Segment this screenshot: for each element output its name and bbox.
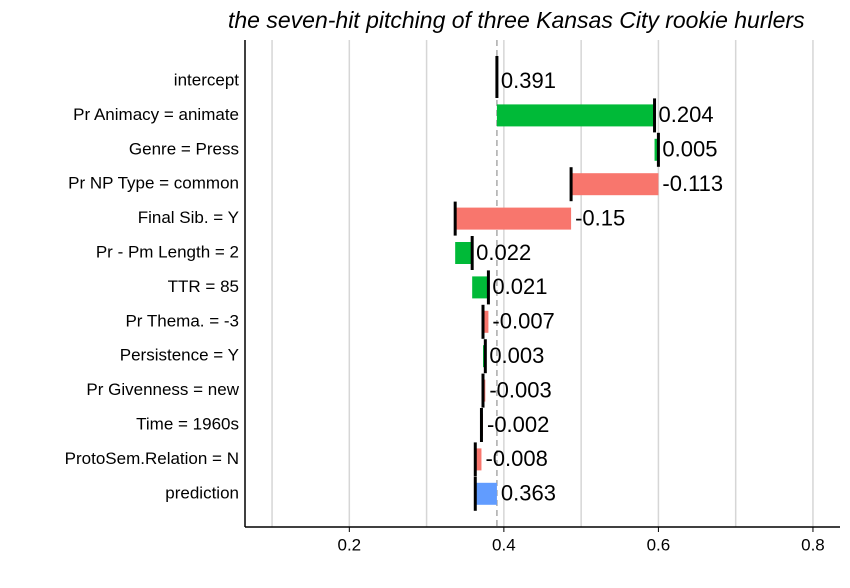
x-tick-label: 0.6 — [647, 535, 671, 554]
bar — [654, 138, 659, 161]
value-label: -0.008 — [485, 446, 547, 471]
y-tick-label: Pr - Pm Length = 2 — [96, 242, 239, 261]
y-tick-label: ProtoSem.Relation = N — [65, 449, 239, 468]
value-label: -0.003 — [489, 377, 551, 402]
y-tick-label: Pr Animacy = animate — [73, 105, 239, 124]
y-tick-label: Final Sib. = Y — [138, 208, 239, 227]
value-label: -0.007 — [492, 309, 554, 334]
value-label: 0.204 — [659, 102, 714, 127]
y-tick-label: Pr Givenness = new — [86, 380, 239, 399]
y-tick-label: Pr Thema. = -3 — [125, 311, 239, 330]
y-tick-label: Pr NP Type = common — [68, 174, 239, 193]
value-label: -0.15 — [575, 205, 625, 230]
y-tick-label: prediction — [165, 483, 239, 502]
value-label: -0.113 — [662, 171, 723, 196]
bar — [455, 207, 572, 230]
value-label: 0.021 — [492, 274, 547, 299]
value-label: 0.022 — [476, 240, 531, 265]
bar — [496, 104, 655, 127]
y-tick-label: Persistence = Y — [120, 346, 239, 365]
y-tick-label: Genre = Press — [129, 139, 239, 158]
x-tick-label: 0.2 — [337, 535, 361, 554]
value-label: -0.002 — [487, 412, 549, 437]
value-label: 0.005 — [662, 137, 717, 162]
y-tick-label: Time = 1960s — [136, 414, 239, 433]
bar — [475, 482, 497, 505]
bar — [475, 448, 482, 471]
value-label: 0.003 — [489, 343, 544, 368]
chart-title: the seven-hit pitching of three Kansas C… — [228, 7, 805, 33]
y-tick-label: TTR = 85 — [168, 277, 239, 296]
bar — [483, 310, 489, 333]
value-label: 0.391 — [501, 68, 556, 93]
value-label: 0.363 — [501, 481, 556, 506]
x-tick-label: 0.4 — [492, 535, 516, 554]
bar — [455, 242, 473, 264]
bar — [571, 173, 659, 196]
bar — [472, 276, 489, 299]
y-tick-label: intercept — [174, 70, 239, 89]
x-tick-label: 0.8 — [801, 535, 825, 554]
